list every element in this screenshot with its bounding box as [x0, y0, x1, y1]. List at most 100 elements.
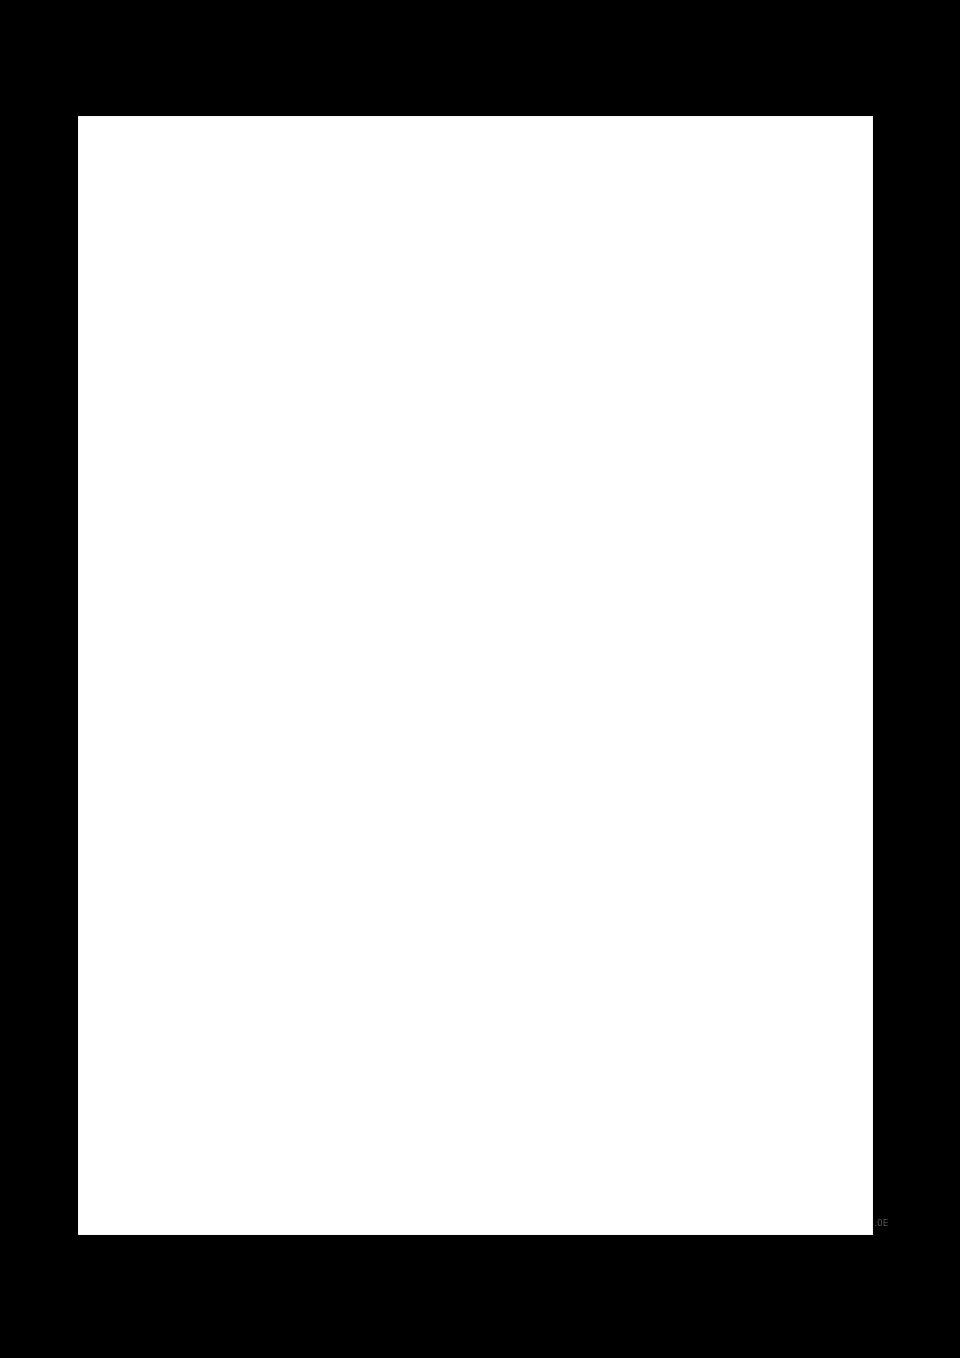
Text: LG: LG	[769, 710, 782, 721]
Text: carmanualsonline.info: carmanualsonline.info	[632, 1338, 770, 1351]
Text: 1: 1	[623, 570, 629, 580]
Bar	[643, 686, 659, 705]
Bar	[130, 151, 235, 197]
Bar	[156, 391, 180, 413]
Text: 54: 54	[425, 936, 433, 941]
Text: 27: 27	[564, 913, 571, 918]
FancyBboxPatch shape	[543, 1002, 578, 1029]
Text: 1: 1	[109, 898, 113, 903]
Text: 15A: 15A	[158, 228, 178, 239]
Text: 77: 77	[356, 959, 364, 964]
Bar	[378, 559, 447, 675]
Bar	[133, 559, 203, 675]
Text: 71: 71	[460, 959, 468, 964]
FancyBboxPatch shape	[386, 1002, 420, 1029]
Bar	[618, 565, 634, 585]
Bar	[135, 650, 151, 671]
Bar	[768, 686, 783, 705]
Text: 74: 74	[408, 959, 416, 964]
Text: 55: 55	[408, 936, 416, 941]
Text: 2: 2	[623, 656, 629, 665]
Text: 73: 73	[426, 959, 432, 964]
FancyBboxPatch shape	[117, 961, 148, 991]
Text: 3: 3	[648, 691, 654, 699]
Text: GY: GY	[555, 1032, 566, 1040]
Text: 1: 1	[505, 570, 511, 580]
Text: 4: 4	[530, 691, 536, 699]
Bar	[614, 873, 802, 979]
Text: 25: 25	[598, 913, 606, 918]
Text: 18: 18	[391, 889, 398, 895]
Text: 6: 6	[600, 889, 604, 895]
Text: F50: F50	[124, 972, 141, 980]
Text: 30: 30	[513, 913, 518, 918]
Text: R: R	[647, 517, 655, 528]
Text: L: L	[157, 337, 163, 348]
Bar	[743, 565, 758, 585]
Bar	[121, 921, 131, 940]
Text: 20: 20	[356, 889, 364, 895]
Text: 70: 70	[477, 959, 485, 964]
Text: M1: M1	[206, 234, 222, 244]
Text: 15A: 15A	[204, 185, 224, 196]
Text: F256: F256	[471, 1012, 492, 1020]
Text: 3: 3	[138, 898, 142, 903]
Text: 49: 49	[512, 936, 519, 941]
Text: 40: 40	[770, 773, 781, 781]
Text: 56: 56	[391, 936, 398, 941]
Bar	[154, 760, 806, 828]
Text: 7: 7	[773, 691, 779, 699]
Text: INJ#1: INJ#1	[156, 808, 180, 816]
Text: 67: 67	[529, 959, 537, 964]
Text: INJ#5: INJ#5	[400, 808, 425, 816]
FancyBboxPatch shape	[181, 607, 214, 636]
Text: 45: 45	[581, 936, 588, 941]
FancyBboxPatch shape	[546, 607, 579, 636]
Text: TBWM0310E: TBWM0310E	[831, 1218, 888, 1228]
Text: INJECTOR
NO.4: INJECTOR NO.4	[660, 588, 697, 607]
Text: 22: 22	[322, 889, 329, 895]
Text: 1: 1	[211, 212, 217, 223]
Text: 48: 48	[529, 936, 537, 941]
Text: 19: 19	[373, 889, 381, 895]
Text: R/W: R/W	[523, 690, 542, 699]
Text: M1: M1	[640, 945, 652, 953]
Text: INJ#3: INJ#3	[280, 808, 305, 816]
FancyBboxPatch shape	[426, 607, 459, 636]
Text: G: G	[167, 971, 175, 982]
FancyBboxPatch shape	[199, 223, 229, 255]
Text: 2: 2	[505, 656, 511, 665]
Text: INJECTOR
NO.5: INJECTOR NO.5	[422, 588, 459, 607]
Text: INJECTOR
NO.3: INJECTOR NO.3	[302, 588, 339, 607]
Text: R/B: R/B	[159, 690, 177, 699]
Text: 47: 47	[546, 936, 554, 941]
Text: R/L: R/L	[643, 690, 659, 699]
Text: INJECTOR
NO.1: INJECTOR NO.1	[178, 588, 214, 607]
Text: 41: 41	[322, 913, 329, 918]
Bar	[405, 686, 420, 705]
Text: 32: 32	[478, 913, 484, 918]
Text: 38: 38	[374, 913, 380, 918]
Text: INJECTOR
NO.2: INJECTOR NO.2	[542, 588, 579, 607]
FancyBboxPatch shape	[187, 397, 222, 429]
Text: M82: M82	[194, 303, 215, 314]
Text: 31: 31	[495, 913, 501, 918]
FancyBboxPatch shape	[636, 894, 669, 923]
Text: R: R	[409, 517, 417, 528]
Circle shape	[769, 475, 782, 494]
Text: FUSE BLOCK
(J/B): FUSE BLOCK (J/B)	[249, 162, 310, 182]
Text: F102: F102	[192, 326, 217, 337]
Text: 58: 58	[356, 936, 364, 941]
Text: 53: 53	[444, 936, 449, 941]
Circle shape	[406, 475, 420, 494]
Text: 81: 81	[287, 959, 295, 964]
Text: 6: 6	[165, 691, 171, 699]
Bar	[160, 686, 176, 705]
Text: F50: F50	[196, 384, 213, 395]
Text: 21: 21	[339, 889, 347, 895]
Text: B: B	[647, 710, 655, 721]
Text: INJ#6: INJ#6	[763, 808, 788, 816]
Text: 12: 12	[494, 889, 502, 895]
Text: F50: F50	[130, 705, 145, 713]
Text: 37: 37	[392, 913, 397, 918]
